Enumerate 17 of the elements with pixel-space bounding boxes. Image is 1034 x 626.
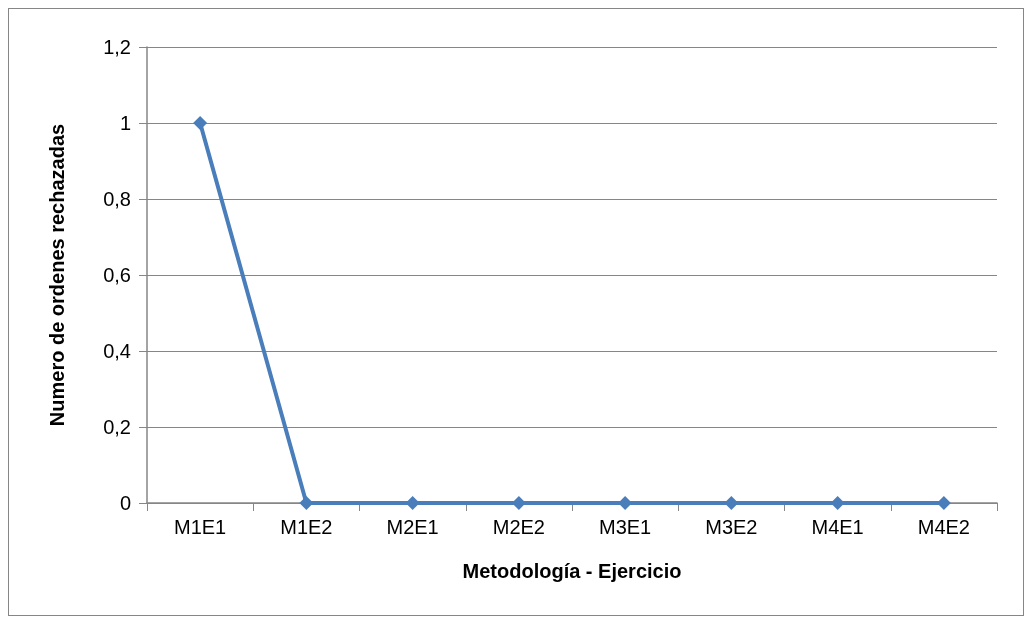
x-tick-label: M4E2 [917,516,970,538]
x-tick-label: M3E1 [599,516,652,538]
x-tick-label: M2E1 [386,516,439,538]
y-tick-label: 0 [119,492,131,514]
y-tick-label: 0,4 [103,340,131,362]
y-tick-label: 1 [119,112,131,134]
y-axis-title: Numero de ordenes rechazadas [46,123,68,427]
x-tick-label: M4E1 [811,516,864,538]
x-tick-label: M2E2 [492,516,545,538]
x-axis-title: Metodología - Ejercicio [462,560,682,582]
x-tick-label: M1E1 [174,516,227,538]
y-tick-label: 0,6 [103,264,131,286]
y-tick-label: 0,2 [103,416,131,438]
y-tick-label: 1,2 [103,36,131,58]
y-tick-label: 0,8 [103,188,131,210]
x-tick-label: M3E2 [705,516,758,538]
x-tick-label: M1E2 [280,516,333,538]
